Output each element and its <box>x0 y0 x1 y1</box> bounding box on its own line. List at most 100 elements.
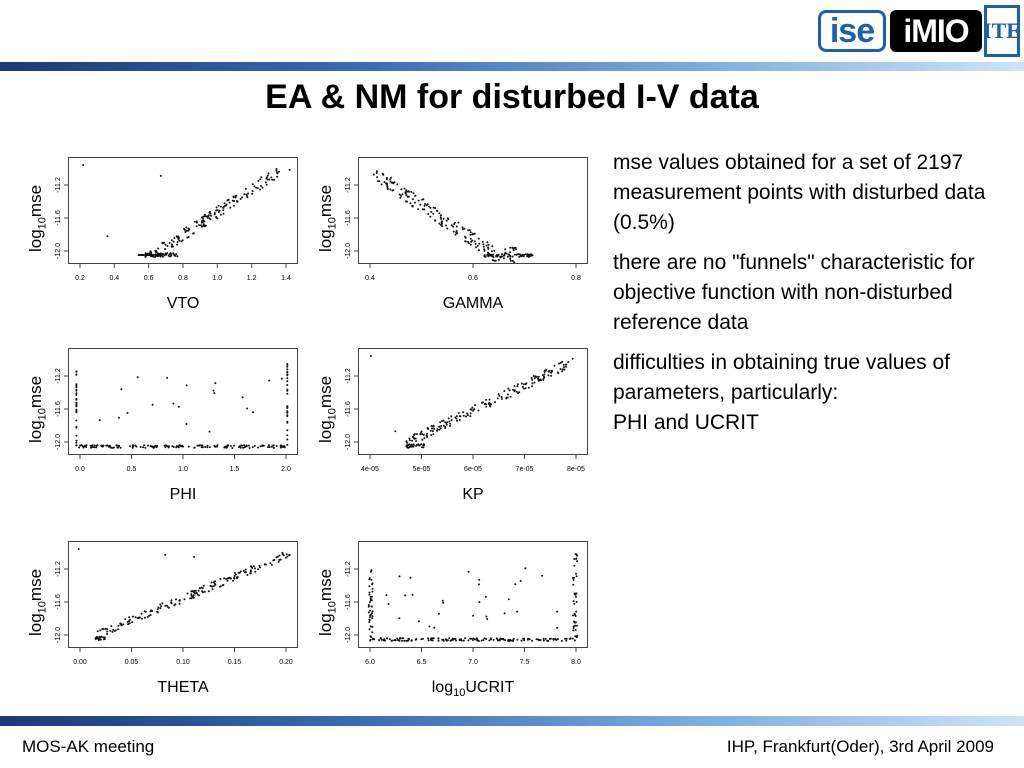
scatter-point <box>288 553 291 556</box>
scatter-point <box>124 618 127 621</box>
scatter-point <box>106 628 109 631</box>
scatter-point <box>164 446 167 449</box>
x-tick-label: 0.5 <box>127 466 137 473</box>
scatter-point <box>98 637 101 640</box>
scatter-point <box>239 198 242 200</box>
scatter-point <box>466 412 469 415</box>
scatter-point <box>392 189 395 192</box>
scatter-point <box>202 223 205 226</box>
scatter-point <box>246 574 249 576</box>
y-tick-label: -12.0 <box>345 434 352 450</box>
scatter-point <box>516 610 519 613</box>
scatter-point <box>286 406 289 409</box>
scatter-point <box>375 172 378 174</box>
scatter-point <box>195 592 198 594</box>
scatter-point <box>272 444 275 447</box>
scatter-point <box>410 190 413 193</box>
scatter-point <box>404 192 407 195</box>
scatter-point <box>420 431 423 434</box>
y-tick-label: -12.0 <box>55 434 62 450</box>
scatter-point <box>170 599 173 602</box>
scatter-point <box>370 578 373 581</box>
scatter-point <box>273 178 276 181</box>
x-tick-label: 7.5 <box>520 659 530 666</box>
scatter-point <box>286 392 289 395</box>
scatter-point <box>511 255 514 258</box>
scatter-point <box>260 185 262 187</box>
scatter-point <box>151 403 154 406</box>
scatter-point <box>75 392 78 395</box>
scatter-point <box>211 585 214 588</box>
x-tick-label: 1.0 <box>178 466 188 473</box>
scatter-point <box>438 425 441 428</box>
scatter-point <box>573 558 576 560</box>
scatter-point <box>468 229 471 232</box>
scatter-point <box>102 636 104 639</box>
scatter-point <box>527 386 530 389</box>
scatter-point <box>449 422 452 425</box>
scatter-point <box>458 415 461 418</box>
scatter-point <box>496 397 499 400</box>
scatter-point <box>96 636 99 639</box>
scatter-point <box>152 253 155 256</box>
scatter-point <box>120 388 123 391</box>
scatter-point <box>192 232 195 235</box>
scatter-point <box>253 444 256 447</box>
plot-frame <box>68 348 298 455</box>
x-tick-label: 8e-05 <box>567 466 585 473</box>
scatter-point <box>415 433 418 436</box>
scatter-point <box>401 193 404 196</box>
scatter-point <box>266 446 269 449</box>
scatter-point <box>396 639 399 642</box>
plot-frame <box>358 157 588 264</box>
scatter-point <box>375 170 378 173</box>
scatter-point <box>493 249 496 252</box>
scatter-point <box>426 436 429 438</box>
scatter-point <box>542 637 545 640</box>
scatter-point <box>472 614 475 617</box>
scatter-point <box>436 429 438 432</box>
scatter-point <box>450 224 453 227</box>
scatter-point <box>575 572 577 575</box>
scatter-point <box>429 429 432 432</box>
scatter-point <box>156 252 159 255</box>
x-tick-label: 7.0 <box>468 659 478 666</box>
scatter-point <box>252 411 254 414</box>
scatter-point <box>521 385 524 388</box>
scatter-point <box>509 251 512 254</box>
scatter-plot-svg: 0.00 0.05 0.10 0.15 0.20 -11.2 -11.6 -12.0 <box>55 541 298 666</box>
scatter-point <box>446 217 449 220</box>
scatter-point <box>401 637 404 640</box>
scatter-point <box>470 240 473 243</box>
x-axis-label: VTO <box>166 295 200 312</box>
scatter-point <box>368 601 371 604</box>
scatter-point <box>515 390 518 393</box>
scatter-point <box>95 445 98 448</box>
scatter-point <box>192 596 195 599</box>
scatter-point <box>398 193 401 196</box>
scatter-point <box>414 194 417 197</box>
scatter-point <box>154 253 157 256</box>
scatter-point <box>405 440 408 443</box>
scatter-point <box>565 637 568 640</box>
scatter-point <box>574 629 577 631</box>
scatter-point <box>280 446 282 449</box>
scatter-point <box>452 230 455 233</box>
scatter-point <box>185 229 188 232</box>
scatter-point <box>461 228 464 231</box>
scatter-point <box>150 609 153 612</box>
scatter-point <box>559 361 562 364</box>
scatter-point <box>405 194 408 197</box>
scatter-point <box>406 195 409 198</box>
scatter-point <box>520 382 523 385</box>
scatter-point <box>482 639 485 641</box>
scatter-plot-4: 4e-05 5e-05 6e-05 7e-05 8e-05 -11.2 -11.6 -12.0 <box>345 348 588 477</box>
scatter-point <box>166 252 169 255</box>
scatter-point <box>445 422 448 424</box>
scatter-point <box>398 575 401 578</box>
scatter-point <box>219 213 222 216</box>
scatter-point <box>288 168 291 171</box>
scatter-point <box>561 370 564 373</box>
scatter-point <box>158 254 161 257</box>
scatter-point <box>371 631 374 634</box>
